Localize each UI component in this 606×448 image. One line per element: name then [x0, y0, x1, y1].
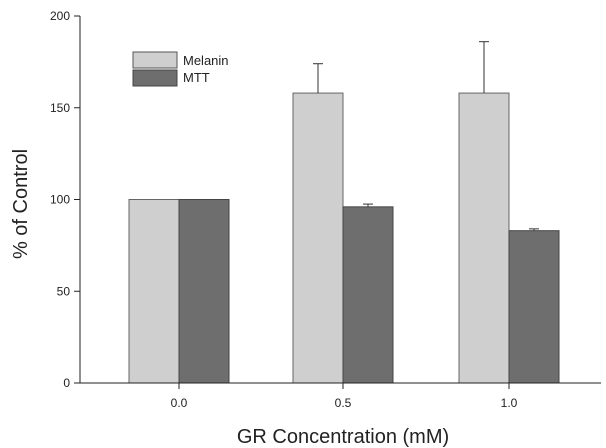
bar-melanin-1.0 — [458, 92, 510, 384]
bar-mtt-0.5 — [342, 206, 394, 384]
legend-swatch-mtt — [132, 69, 178, 87]
legend-label-melanin: Melanin — [183, 53, 229, 68]
legend: Melanin MTT — [132, 51, 229, 87]
x-axis-title: GR Concentration (mM) — [237, 426, 449, 448]
y-tick-label-200: 200 — [50, 9, 70, 23]
bar-melanin-0.0 — [128, 199, 180, 384]
legend-label-mtt: MTT — [183, 70, 210, 85]
x-tick-label-1.0: 1.0 — [501, 396, 518, 410]
y-tick-label-0: 0 — [63, 376, 70, 390]
legend-swatch-melanin — [132, 51, 178, 69]
axes-layer: 0 50 100 150 200 0.0 0.5 1.0 — [50, 9, 601, 410]
bars-layer — [128, 92, 560, 384]
y-tick-label-50: 50 — [57, 284, 71, 298]
x-tick-label-0.5: 0.5 — [335, 396, 352, 410]
bar-mtt-1.0 — [508, 230, 560, 384]
error-bars-layer — [313, 41, 539, 231]
y-tick-label-100: 100 — [50, 193, 70, 207]
y-axis-title: % of Control — [10, 149, 32, 259]
bar-mtt-0.0 — [178, 199, 230, 384]
bar-melanin-0.5 — [292, 92, 344, 384]
y-tick-label-150: 150 — [50, 101, 70, 115]
x-tick-label-0.0: 0.0 — [171, 396, 188, 410]
